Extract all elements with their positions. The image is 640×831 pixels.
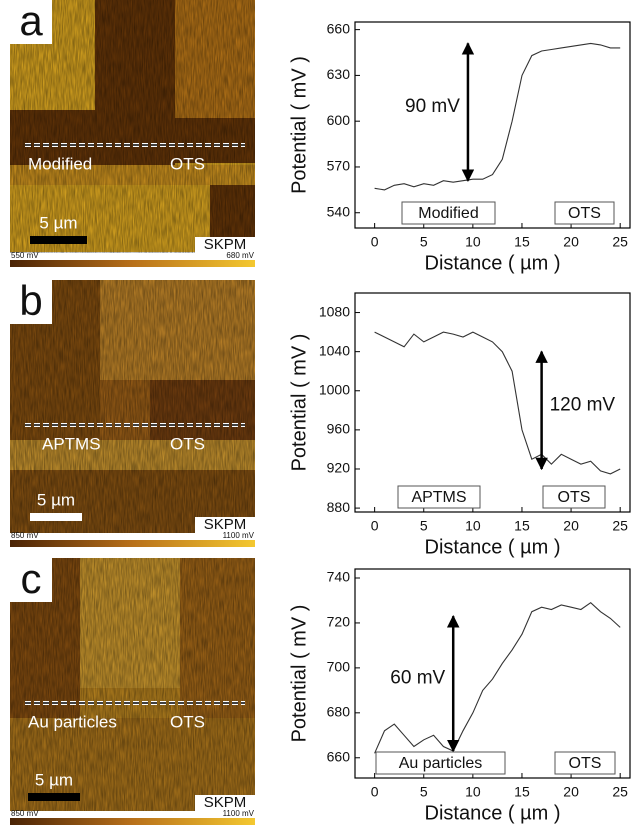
colorbar-min: 550 mV xyxy=(11,251,39,260)
colorbar-min: 850 mV xyxy=(11,531,39,540)
region-label: Au particles xyxy=(399,755,483,772)
x-tick-label: 15 xyxy=(514,518,530,534)
y-tick-label: 600 xyxy=(327,112,351,128)
x-tick-label: 20 xyxy=(563,784,579,800)
y-tick-label: 720 xyxy=(327,614,351,630)
colorbar-max: 1100 mV xyxy=(223,531,255,540)
y-tick-label: 630 xyxy=(327,66,351,82)
x-tick-label: 20 xyxy=(563,518,579,534)
colorbar xyxy=(10,540,255,547)
scale-bar xyxy=(30,236,87,244)
region-label: Au particles xyxy=(28,712,117,731)
colorbar xyxy=(10,260,255,267)
x-tick-label: 0 xyxy=(371,234,379,250)
region-label: OTS xyxy=(170,434,205,453)
y-tick-label: 960 xyxy=(327,421,351,437)
x-tick-label: 10 xyxy=(465,784,481,800)
potential-line xyxy=(374,601,621,754)
scale-bar xyxy=(30,513,82,521)
colorbar-min: 850 mV xyxy=(11,809,39,818)
scale-label: 5 µm xyxy=(35,770,73,789)
x-tick-label: 10 xyxy=(465,518,481,534)
x-tick-label: 5 xyxy=(420,784,428,800)
region-label: OTS xyxy=(170,712,205,731)
colorbar-max: 680 mV xyxy=(226,251,254,260)
plot-frame xyxy=(354,292,631,513)
difference-label: 120 mV xyxy=(550,394,616,415)
region-box xyxy=(375,751,506,775)
potential-line xyxy=(374,331,621,475)
y-axis-label: Potential ( mV ) xyxy=(288,56,310,194)
mode-label: SKPM xyxy=(204,516,247,533)
y-tick-label: 660 xyxy=(327,748,351,764)
mode-label: SKPM xyxy=(204,236,247,253)
region-box xyxy=(554,751,616,775)
colorbar-max: 1100 mV xyxy=(223,809,255,818)
x-tick-label: 0 xyxy=(371,518,379,534)
region-box xyxy=(401,201,496,225)
y-tick-label: 660 xyxy=(327,20,351,36)
panel-label: a xyxy=(19,0,43,44)
y-tick-label: 740 xyxy=(327,569,351,585)
region-label: OTS xyxy=(170,154,205,173)
x-tick-label: 15 xyxy=(514,784,530,800)
y-tick-label: 540 xyxy=(327,203,351,219)
y-tick-label: 700 xyxy=(327,659,351,675)
panel-box xyxy=(10,0,52,44)
difference-label: 90 mV xyxy=(405,96,460,117)
region-label: APTMS xyxy=(42,434,101,453)
region-box xyxy=(397,485,481,509)
region-label: OTS xyxy=(568,205,601,222)
panel-label: c xyxy=(21,555,42,602)
mode-box xyxy=(195,237,255,253)
y-tick-label: 1000 xyxy=(319,381,350,397)
plot-frame xyxy=(354,21,631,229)
x-axis-label: Distance ( µm ) xyxy=(425,536,561,558)
y-axis-label: Potential ( mV ) xyxy=(288,605,310,743)
x-tick-label: 10 xyxy=(465,234,481,250)
panel-box xyxy=(10,280,52,324)
potential-line xyxy=(374,42,621,191)
panel-box xyxy=(10,558,52,602)
plot-frame xyxy=(354,568,631,779)
scale-bar xyxy=(28,793,80,801)
panel-label: b xyxy=(19,277,42,324)
x-axis-label: Distance ( µm ) xyxy=(425,252,561,274)
scale-label: 5 µm xyxy=(37,490,75,509)
region-label: OTS xyxy=(558,489,591,506)
y-tick-label: 1080 xyxy=(319,303,350,319)
mode-box xyxy=(195,795,255,811)
colorbar xyxy=(10,818,255,825)
region-box xyxy=(542,485,606,509)
mode-label: SKPM xyxy=(204,794,247,811)
difference-label: 60 mV xyxy=(390,668,445,689)
region-label: Modified xyxy=(28,154,92,173)
x-tick-label: 25 xyxy=(612,518,628,534)
x-tick-label: 0 xyxy=(371,784,379,800)
x-tick-label: 5 xyxy=(420,518,428,534)
x-tick-label: 25 xyxy=(612,784,628,800)
mode-box xyxy=(195,517,255,533)
x-tick-label: 20 xyxy=(563,234,579,250)
y-tick-label: 920 xyxy=(327,460,351,476)
y-tick-label: 680 xyxy=(327,704,351,720)
y-tick-label: 570 xyxy=(327,158,351,174)
x-tick-label: 5 xyxy=(420,234,428,250)
scale-label: 5 µm xyxy=(39,213,77,232)
x-tick-label: 15 xyxy=(514,234,530,250)
y-tick-label: 880 xyxy=(327,499,351,515)
region-label: OTS xyxy=(569,755,602,772)
y-axis-label: Potential ( mV ) xyxy=(288,334,310,472)
y-tick-label: 1040 xyxy=(319,342,350,358)
region-label: Modified xyxy=(418,205,478,222)
region-box xyxy=(554,201,615,225)
x-axis-label: Distance ( µm ) xyxy=(425,802,561,824)
x-tick-label: 25 xyxy=(612,234,628,250)
region-label: APTMS xyxy=(411,489,466,506)
